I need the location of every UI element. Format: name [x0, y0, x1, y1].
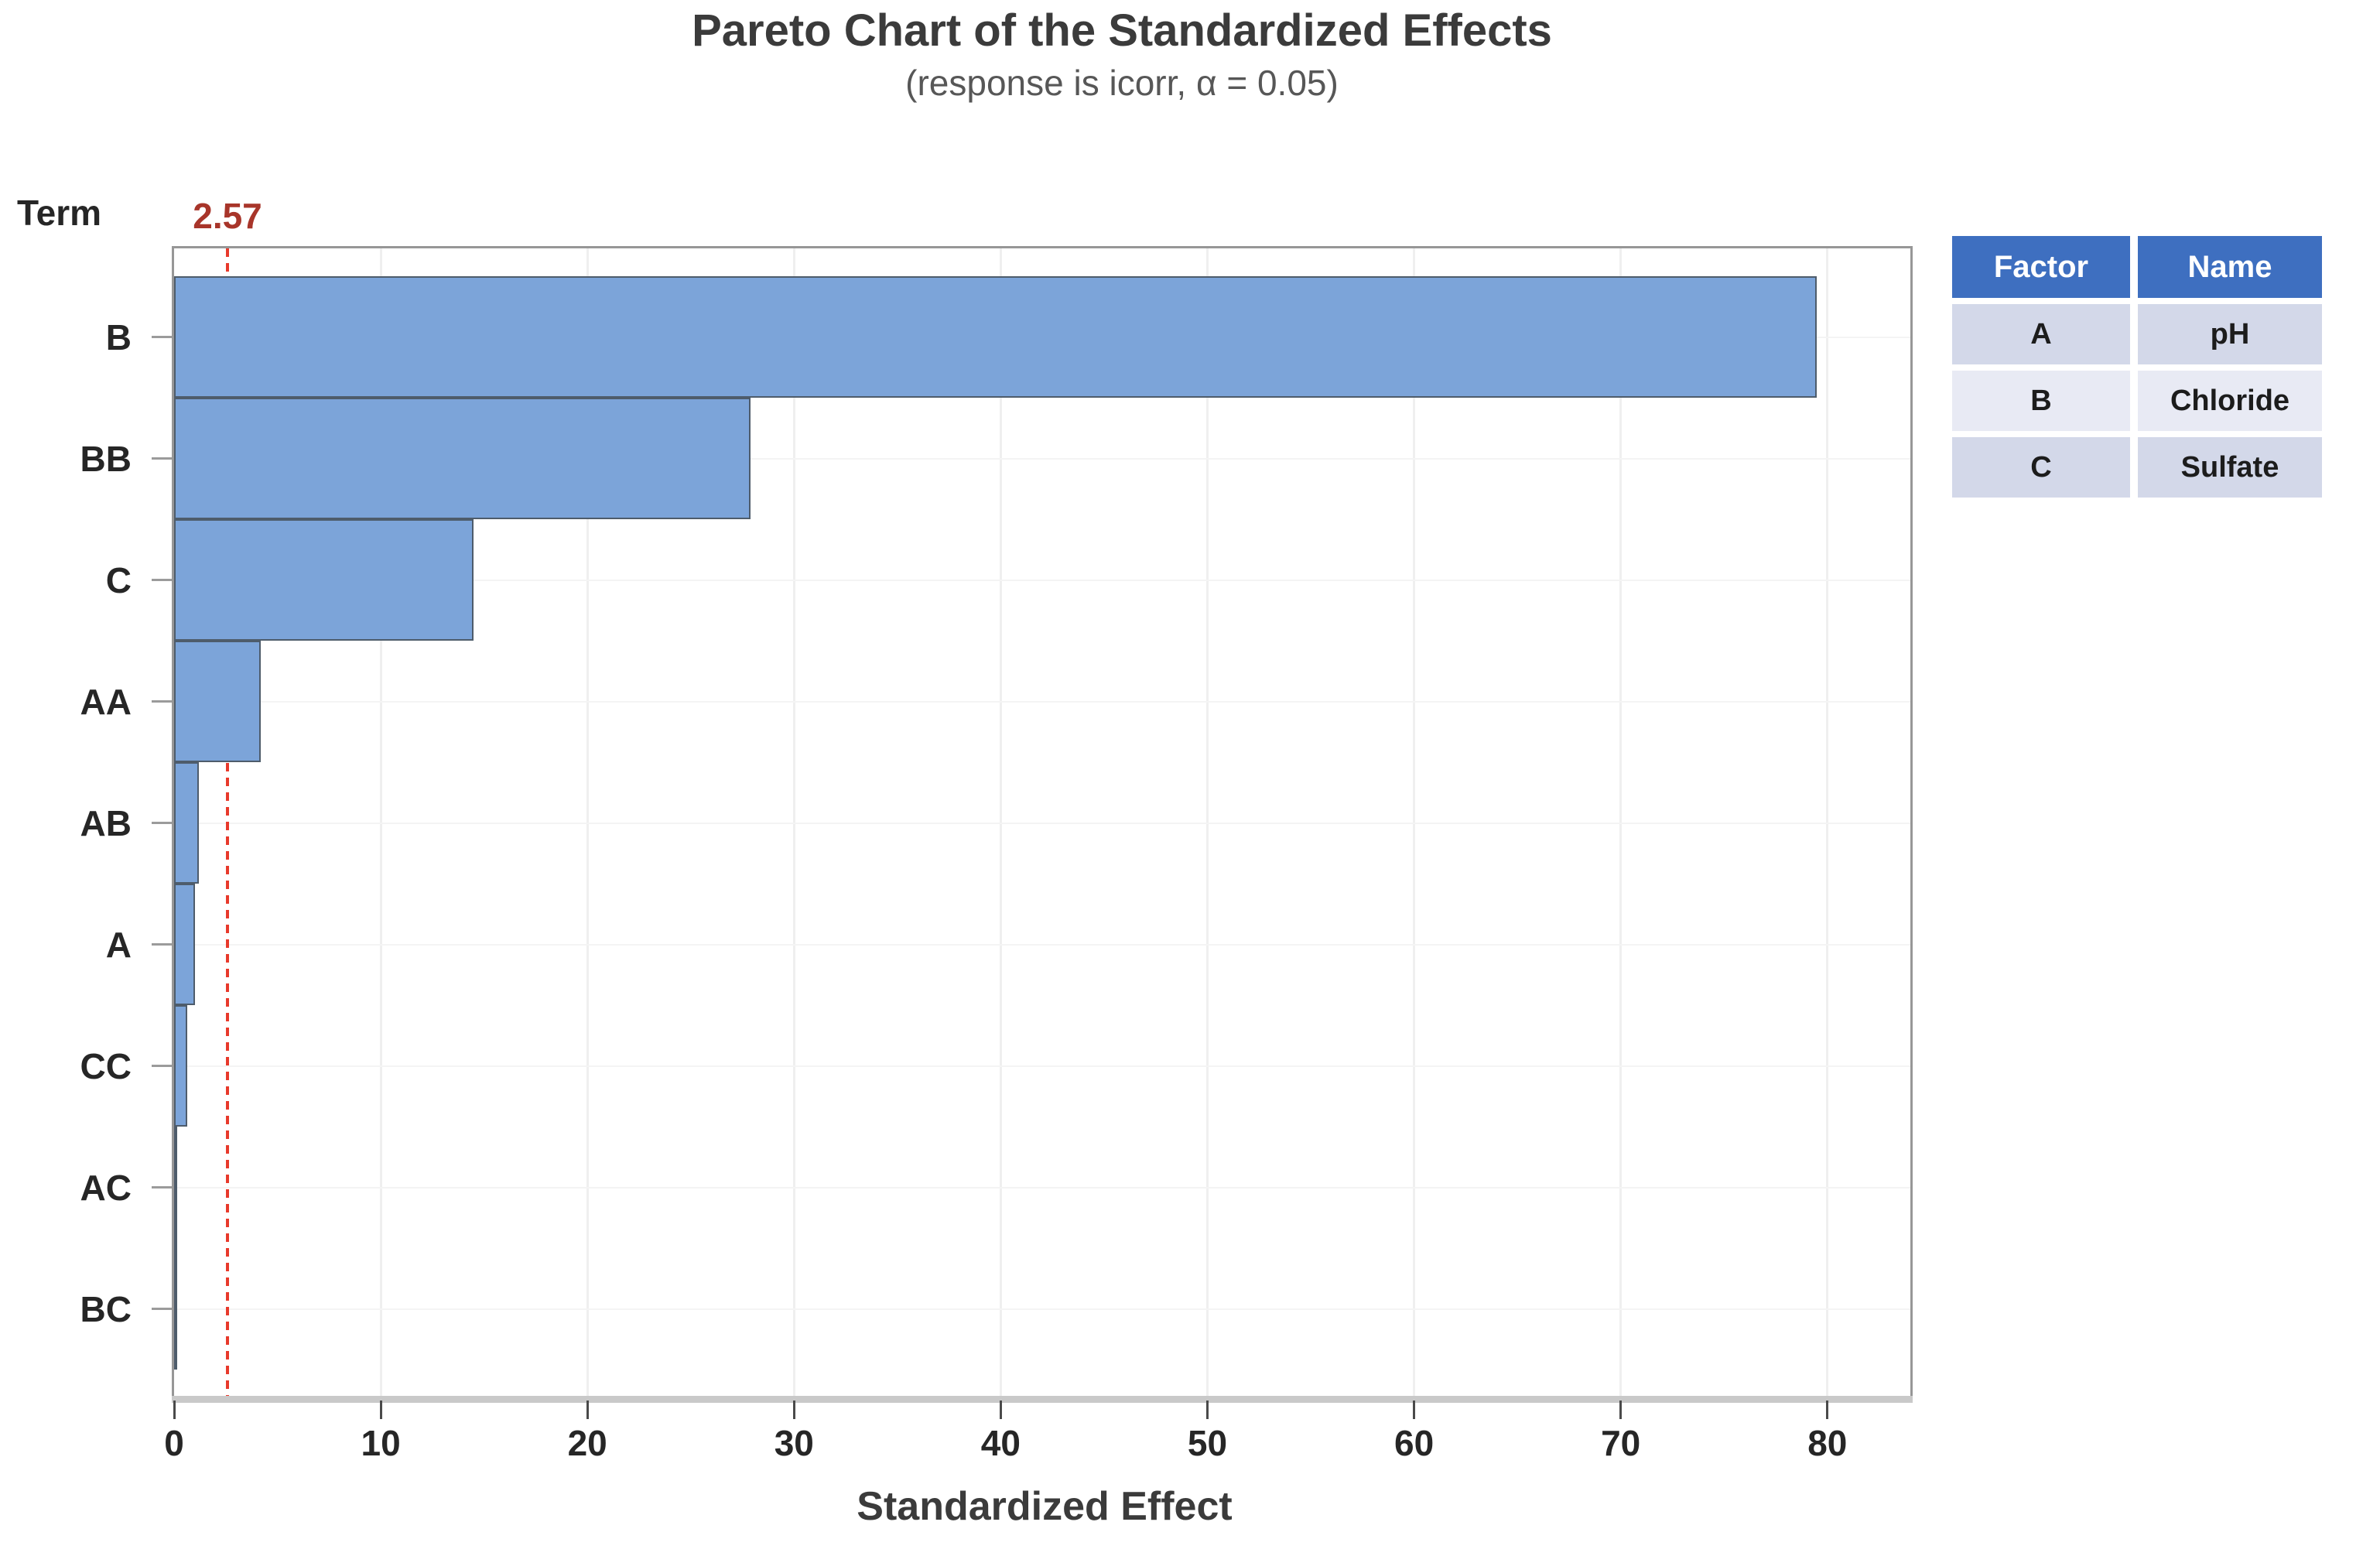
plot-area	[172, 246, 1913, 1398]
y-tick-mark	[152, 457, 172, 460]
x-tick-label: 70	[1601, 1423, 1641, 1463]
y-axis-title: Term	[17, 193, 102, 233]
x-tick-label: 80	[1807, 1423, 1848, 1463]
y-tick-mark	[152, 579, 172, 581]
bar-A	[174, 884, 195, 1005]
chart-subtitle: (response is icorr, α = 0.05)	[905, 63, 1339, 103]
bar-BB	[174, 398, 751, 519]
y-tick-mark	[152, 943, 172, 946]
x-tick-label: 40	[980, 1423, 1021, 1463]
x-tick-label: 60	[1394, 1423, 1434, 1463]
x-tick-label: 50	[1187, 1423, 1228, 1463]
bar-BC	[174, 1248, 177, 1370]
x-tick-mark	[792, 1401, 795, 1419]
x-tick-label: 30	[774, 1423, 814, 1463]
y-tick-mark	[152, 822, 172, 824]
x-tick-mark	[1413, 1401, 1416, 1419]
y-category-label: AA	[80, 681, 132, 722]
x-tick-mark	[379, 1401, 382, 1419]
legend-cell-factor: B	[1952, 371, 2130, 431]
y-category-label: BB	[80, 438, 132, 479]
legend-cell-factor: A	[1952, 304, 2130, 364]
y-category-label: AB	[80, 802, 132, 843]
bar-CC	[174, 1005, 188, 1127]
legend-cell-name: pH	[2138, 304, 2322, 364]
y-category-label: AC	[80, 1167, 132, 1208]
x-tick-label: 10	[361, 1423, 401, 1463]
gridline-horizontal	[174, 700, 1910, 703]
bar-AB	[174, 762, 200, 884]
y-category-label: B	[105, 316, 132, 357]
bar-AC	[174, 1127, 177, 1248]
x-tick-mark	[1826, 1401, 1829, 1419]
chart-title: Pareto Chart of the Standardized Effects	[692, 5, 1552, 56]
gridline-horizontal	[174, 1186, 1910, 1188]
legend-header-factor: Factor	[1952, 236, 2130, 298]
y-tick-mark	[152, 1065, 172, 1067]
legend-cell-name: Sulfate	[2138, 437, 2322, 498]
x-tick-mark	[586, 1401, 589, 1419]
gridline-horizontal	[174, 1065, 1910, 1067]
legend-cell-factor: C	[1952, 437, 2130, 498]
reference-line	[225, 248, 229, 1396]
x-tick-mark	[173, 1401, 176, 1419]
legend-header-name: Name	[2138, 236, 2322, 298]
x-tick-mark	[1206, 1401, 1209, 1419]
y-tick-mark	[152, 336, 172, 338]
y-tick-mark	[152, 1308, 172, 1310]
legend-cell-name: Chloride	[2138, 371, 2322, 431]
gridline-horizontal	[174, 457, 1910, 460]
x-axis-line	[172, 1396, 1913, 1403]
bar-B	[174, 276, 1817, 398]
gridline-horizontal	[174, 579, 1910, 581]
gridline-horizontal	[174, 822, 1910, 824]
y-category-label: C	[105, 559, 132, 600]
x-tick-label: 0	[164, 1423, 184, 1463]
x-tick-label: 20	[567, 1423, 607, 1463]
x-axis-title: Standardized Effect	[857, 1484, 1233, 1529]
y-category-label: CC	[80, 1045, 132, 1086]
y-category-label: A	[105, 924, 132, 965]
gridline-horizontal	[174, 1308, 1910, 1310]
reference-line-label: 2.57	[193, 196, 262, 236]
x-tick-mark	[1619, 1401, 1623, 1419]
y-tick-mark	[152, 1186, 172, 1188]
y-category-label: BC	[80, 1288, 132, 1329]
factor-legend-table: Factor Name A pH B Chloride C Sulfate	[1952, 236, 2322, 498]
x-tick-mark	[999, 1401, 1002, 1419]
bar-AA	[174, 641, 262, 762]
y-tick-mark	[152, 700, 172, 703]
gridline-horizontal	[174, 943, 1910, 946]
bar-C	[174, 519, 474, 641]
